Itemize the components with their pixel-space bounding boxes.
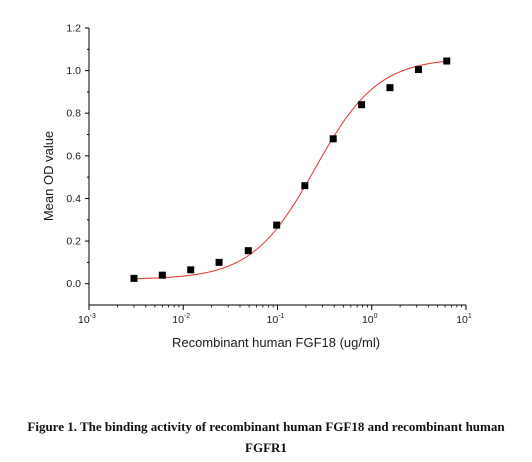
fit-curve (133, 60, 447, 280)
x-tick-label: 10-2 (172, 313, 190, 326)
binding-activity-chart: 0.0 0.2 0.4 0.6 0.8 1.0 1.2 10-3 10-2 10-1 100 101… (41, 23, 472, 351)
caption-line-2: FGFR1 (245, 440, 287, 455)
x-axis: 10-3 10-2 10-1 100 101 (78, 304, 472, 326)
y-axis: 0.0 0.2 0.4 0.6 0.8 1.0 1.2 (66, 23, 90, 305)
y-tick-label: 0.4 (66, 193, 81, 205)
data-point (301, 182, 309, 190)
data-point (244, 247, 252, 255)
y-tick-label: 0.8 (66, 108, 81, 120)
y-tick-label: 0.6 (66, 150, 81, 162)
y-tick-label: 1.2 (66, 23, 81, 35)
data-points (130, 57, 451, 282)
x-tick-label: 101 (456, 313, 472, 326)
data-point (329, 135, 337, 143)
x-tick-label: 10-3 (78, 313, 96, 326)
data-point (158, 271, 166, 279)
y-tick-label: 0.0 (66, 278, 81, 290)
data-point (187, 266, 195, 274)
figure-caption: Figure 1. The binding activity of recomb… (0, 416, 532, 458)
data-point (414, 66, 422, 74)
data-point (443, 57, 451, 65)
y-tick-label: 1.0 (66, 65, 81, 77)
x-axis-label: Recombinant human FGF18 (ug/ml) (172, 335, 380, 350)
y-axis-label: Mean OD value (41, 131, 56, 221)
data-point (273, 221, 281, 229)
data-point (215, 258, 223, 266)
data-point (386, 84, 394, 92)
y-tick-label: 0.2 (66, 236, 81, 248)
data-point (358, 101, 366, 109)
data-point (130, 274, 138, 282)
x-tick-label: 10-1 (267, 313, 285, 326)
caption-line-1: Figure 1. The binding activity of recomb… (27, 419, 505, 434)
x-tick-label: 100 (362, 313, 378, 326)
